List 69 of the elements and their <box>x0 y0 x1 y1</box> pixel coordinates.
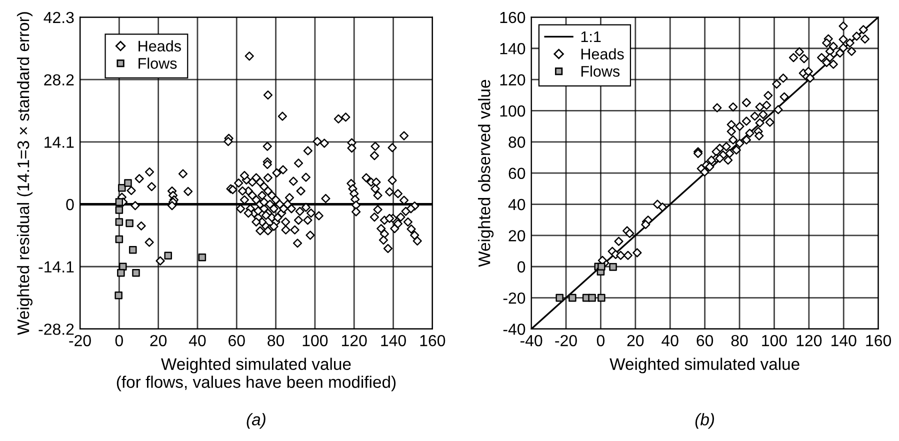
x-tick-label: 80 <box>268 334 284 346</box>
y-tick-label: -40 <box>503 324 526 335</box>
point <box>198 253 206 262</box>
x-tick-label: 0 <box>596 334 605 346</box>
y-tick-label: 120 <box>500 74 526 86</box>
y-tick-label: 0 <box>66 198 74 210</box>
x-axis-title: Weighted simulated value (for flows, values have been modified) <box>116 358 396 392</box>
x-tick-label: 100 <box>302 334 328 346</box>
point <box>598 294 606 302</box>
y-tick-label: 100 <box>500 105 526 117</box>
y-tick-label: 42.3 <box>44 12 74 24</box>
x-tick-label: 40 <box>188 334 206 346</box>
x-tick-label: 140 <box>832 334 856 346</box>
legend-label: Flows <box>581 66 620 77</box>
point <box>556 294 564 302</box>
legend-label: 1:1 <box>581 32 601 42</box>
y-tick-label: 28.2 <box>44 74 74 86</box>
point <box>119 262 127 271</box>
point <box>164 252 172 260</box>
text: (a) <box>246 413 266 429</box>
x-tick-label: -40 <box>520 334 542 346</box>
point <box>115 198 124 206</box>
point <box>126 219 134 228</box>
point <box>118 184 126 192</box>
x-tick-label: 0 <box>115 334 123 346</box>
x-tick-label: 20 <box>150 334 167 346</box>
x-tick-label: -20 <box>69 334 91 346</box>
point <box>115 206 124 214</box>
y-tick-label: -20 <box>503 292 526 304</box>
x-tick-label: 40 <box>662 334 678 346</box>
x-tick-label: 60 <box>228 334 245 346</box>
y-tick-label: 140 <box>500 43 526 54</box>
point <box>124 179 132 187</box>
y-tick-label: 80 <box>508 136 526 148</box>
y-tick-label: 40 <box>508 198 526 210</box>
point <box>568 294 576 302</box>
y-tick-label: 14.1 <box>44 136 74 148</box>
x-tick-label: 60 <box>696 334 714 346</box>
y-axis-title: Weighted residual (14.1=3 × standard error) <box>16 12 32 335</box>
x-tick-label: 120 <box>342 334 367 346</box>
point <box>588 294 596 302</box>
point <box>115 218 124 226</box>
x-tick-label: 160 <box>866 334 892 346</box>
y-tick-label: 0 <box>517 261 526 273</box>
y-tick-label: 160 <box>500 12 526 24</box>
point <box>132 268 140 277</box>
y-axis-title: Weighted observed value <box>478 80 494 267</box>
point <box>115 235 124 244</box>
y-tick-label: 60 <box>508 168 526 180</box>
text: (b) <box>695 413 714 429</box>
point <box>598 262 606 271</box>
point <box>117 268 125 277</box>
x-tick-label: 160 <box>420 334 446 346</box>
legend-label: Heads <box>138 40 181 52</box>
point <box>114 291 122 300</box>
legend-label: Flows <box>138 58 177 69</box>
x-tick-label: 20 <box>627 334 644 346</box>
x-tick-label: -20 <box>555 334 577 346</box>
point <box>609 263 617 271</box>
y-tick-label: -14.1 <box>38 261 74 272</box>
legend-label: Heads <box>581 48 624 60</box>
point <box>128 246 137 254</box>
x-tick-label: 140 <box>381 334 406 346</box>
x-tick-label: 120 <box>796 334 822 346</box>
x-tick-label: 80 <box>731 334 748 346</box>
y-tick-label: 20 <box>508 230 526 242</box>
x-axis-title: Weighted simulated value <box>610 358 800 374</box>
x-tick-label: 100 <box>762 334 787 346</box>
y-tick-label: -28.2 <box>38 324 74 335</box>
